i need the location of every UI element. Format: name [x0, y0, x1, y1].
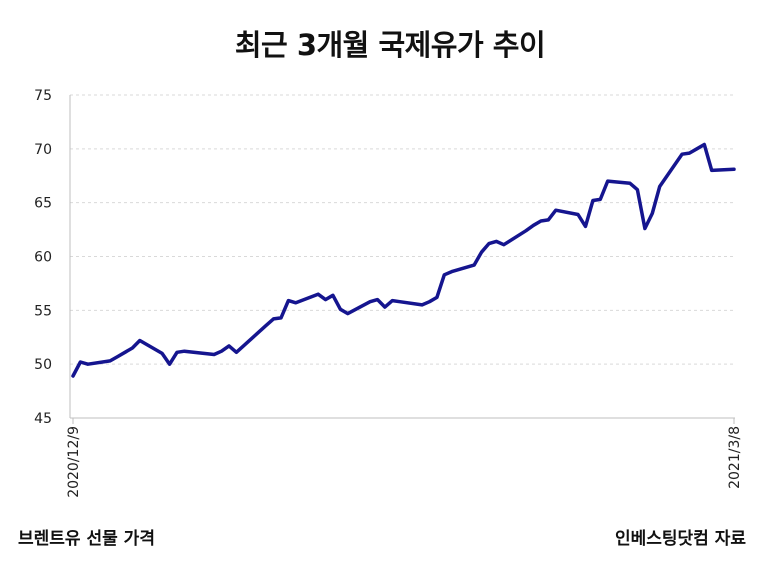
y-tick-label: 65 [34, 196, 52, 212]
y-tick-label: 75 [34, 88, 52, 104]
y-tick-label: 55 [34, 303, 52, 319]
y-tick-label: 60 [34, 250, 52, 266]
series-line-brent [71, 142, 736, 378]
y-tick-label: 70 [34, 142, 52, 158]
x-tick-label: 2020/12/9 [66, 426, 82, 498]
series-layer [71, 142, 736, 378]
tick-labels: 45 50 55 60 65 70 75 2020/12/9 2021/3/8 [34, 88, 743, 498]
source-label: 브렌트유 선물 가격 [18, 529, 155, 549]
axes [69, 95, 735, 424]
y-tick-label: 50 [34, 357, 52, 373]
credit-label: 인베스팅닷컴 자료 [614, 529, 746, 549]
y-tick-label: 45 [34, 411, 52, 427]
gridlines [70, 94, 735, 365]
chart-title: 최근 3개월 국제유가 추이 [234, 28, 546, 62]
x-tick-label: 2021/3/8 [727, 426, 743, 489]
